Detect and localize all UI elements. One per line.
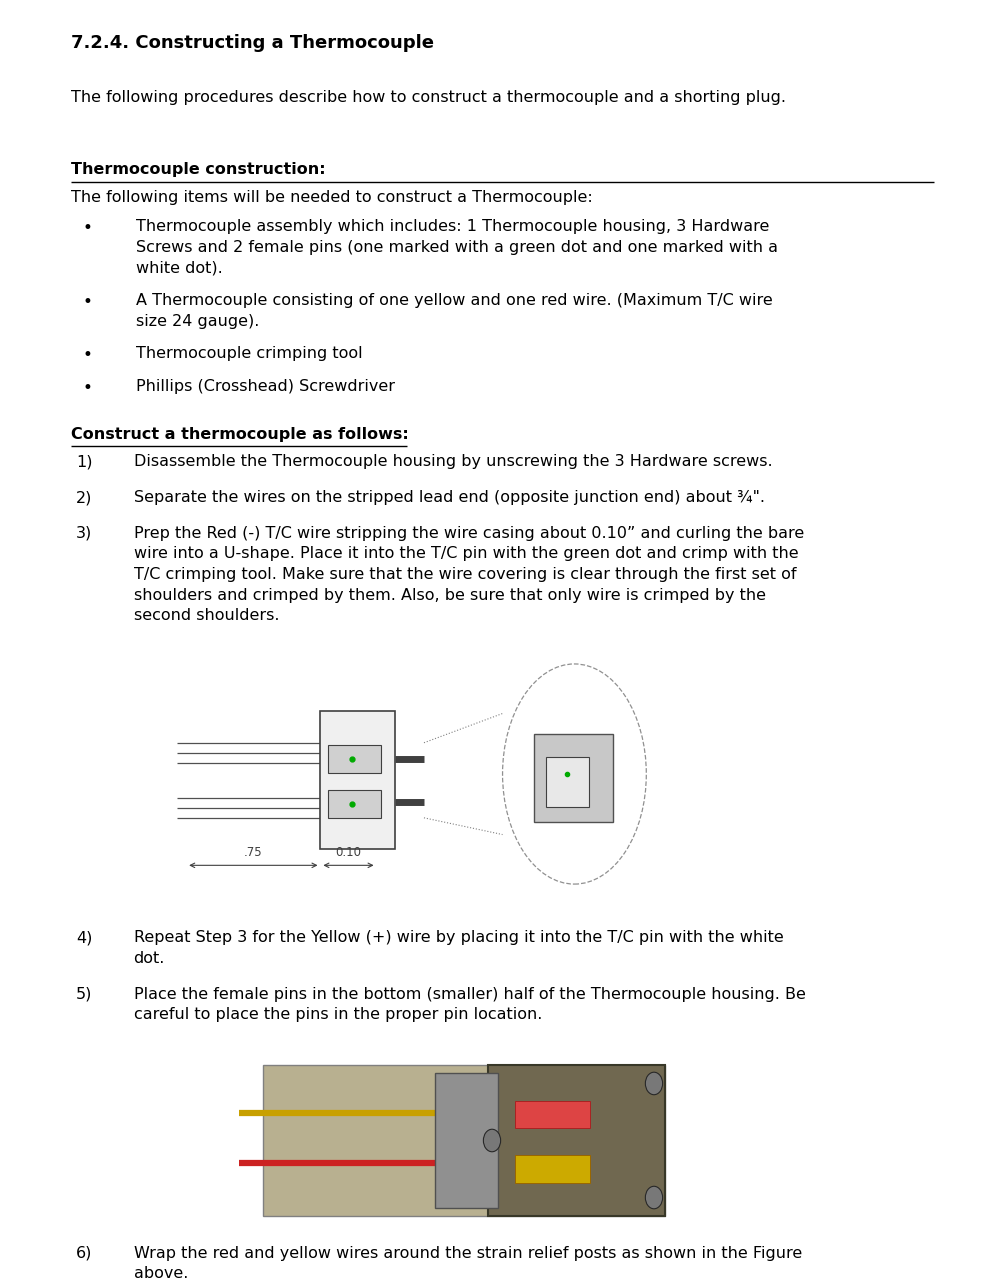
Bar [515,1101,590,1129]
Text: 4): 4) [77,930,92,946]
Text: Thermocouple construction:: Thermocouple construction: [72,163,326,177]
Text: Thermocouple crimping tool: Thermocouple crimping tool [136,346,363,362]
Text: wire into a U-shape. Place it into the T/C pin with the green dot and crimp with: wire into a U-shape. Place it into the T… [133,547,799,562]
Bar [321,712,395,849]
Bar [263,1065,665,1215]
Text: Construct a thermocouple as follows:: Construct a thermocouple as follows: [72,426,409,441]
Text: Separate the wires on the stripped lead end (opposite junction end) about ¾".: Separate the wires on the stripped lead … [133,490,764,506]
Text: white dot).: white dot). [136,260,224,276]
Text: Phillips (Crosshead) Screwdriver: Phillips (Crosshead) Screwdriver [136,378,395,394]
Text: Wrap the red and yellow wires around the strain relief posts as shown in the Fig: Wrap the red and yellow wires around the… [133,1246,801,1261]
Text: Prep the Red (-) T/C wire stripping the wire casing about 0.10” and curling the : Prep the Red (-) T/C wire stripping the … [133,526,803,540]
Text: second shoulders.: second shoulders. [133,608,279,624]
Text: 1): 1) [77,454,92,470]
Text: size 24 gauge).: size 24 gauge). [136,313,260,328]
Text: The following procedures describe how to construct a thermocouple and a shorting: The following procedures describe how to… [72,91,786,105]
Text: 7.2.4. Constructing a Thermocouple: 7.2.4. Constructing a Thermocouple [72,35,435,53]
Text: A Thermocouple consisting of one yellow and one red wire. (Maximum T/C wire: A Thermocouple consisting of one yellow … [136,293,773,308]
Text: •: • [82,378,92,396]
Circle shape [645,1187,662,1209]
Text: 2): 2) [77,490,92,506]
Text: 6): 6) [77,1246,92,1261]
Text: .75: .75 [244,845,263,860]
Text: above.: above. [133,1266,188,1282]
Bar [515,1155,590,1183]
Circle shape [484,1129,500,1152]
Text: The following items will be needed to construct a Thermocouple:: The following items will be needed to co… [72,190,593,205]
Text: Thermocouple assembly which includes: 1 Thermocouple housing, 3 Hardware: Thermocouple assembly which includes: 1 … [136,219,770,234]
Bar [436,1073,497,1209]
Bar [328,790,381,817]
Text: dot.: dot. [133,951,165,966]
Circle shape [645,1073,662,1094]
Text: 0.10: 0.10 [336,845,361,860]
Text: •: • [82,346,92,364]
Text: 3): 3) [77,526,92,540]
Text: careful to place the pins in the proper pin location.: careful to place the pins in the proper … [133,1007,542,1023]
Text: •: • [82,293,92,310]
Ellipse shape [502,663,646,884]
Text: Disassemble the Thermocouple housing by unscrewing the 3 Hardware screws.: Disassemble the Thermocouple housing by … [133,454,772,470]
Bar [489,1065,665,1215]
Bar [545,757,589,807]
Bar [535,734,613,821]
Text: Repeat Step 3 for the Yellow (+) wire by placing it into the T/C pin with the wh: Repeat Step 3 for the Yellow (+) wire by… [133,930,783,946]
Bar [328,745,381,772]
Text: Screws and 2 female pins (one marked with a green dot and one marked with a: Screws and 2 female pins (one marked wit… [136,240,779,255]
Text: 5): 5) [77,987,92,1002]
Text: shoulders and crimped by them. Also, be sure that only wire is crimped by the: shoulders and crimped by them. Also, be … [133,588,765,603]
Text: Place the female pins in the bottom (smaller) half of the Thermocouple housing. : Place the female pins in the bottom (sma… [133,987,805,1002]
Text: T/C crimping tool. Make sure that the wire covering is clear through the first s: T/C crimping tool. Make sure that the wi… [133,567,796,582]
Text: •: • [82,219,92,237]
